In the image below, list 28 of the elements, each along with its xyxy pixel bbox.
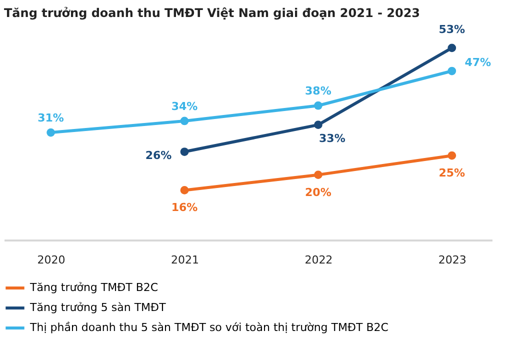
point xyxy=(314,170,322,179)
x-tick-label: 2020 xyxy=(37,254,66,266)
point xyxy=(448,151,456,160)
data-label: 25% xyxy=(438,166,466,180)
point xyxy=(314,101,322,110)
chart-title: Tăng trưởng doanh thu TMĐT Việt Nam giai đoạn 2021 - 2023 xyxy=(4,6,420,20)
legend-label: Tăng trưởng 5 sàn TMĐT xyxy=(29,301,166,314)
x-tick-label: 2022 xyxy=(304,254,333,266)
data-label: 33% xyxy=(319,132,346,145)
point xyxy=(180,148,189,156)
x-tick-label: 2023 xyxy=(438,254,466,266)
legend-label: Tăng trưởng TMĐT B2C xyxy=(29,281,158,294)
data-label: 38% xyxy=(305,84,332,98)
point xyxy=(180,186,189,194)
data-label: 53% xyxy=(438,22,466,36)
point xyxy=(448,44,456,52)
x-tick-label: 2021 xyxy=(170,254,199,266)
data-label: 34% xyxy=(171,100,198,113)
data-label: 16% xyxy=(171,201,198,214)
data-label: 26% xyxy=(145,148,172,162)
data-label: 31% xyxy=(38,112,64,125)
legend-label: Thị phần doanh thu 5 sàn TMĐT so với toàn thị trường TMĐT B2C xyxy=(29,321,389,334)
point xyxy=(448,66,456,76)
point xyxy=(180,116,189,126)
point xyxy=(314,120,322,130)
data-label: 47% xyxy=(464,56,492,70)
data-label: 20% xyxy=(305,186,332,199)
point xyxy=(46,128,55,137)
